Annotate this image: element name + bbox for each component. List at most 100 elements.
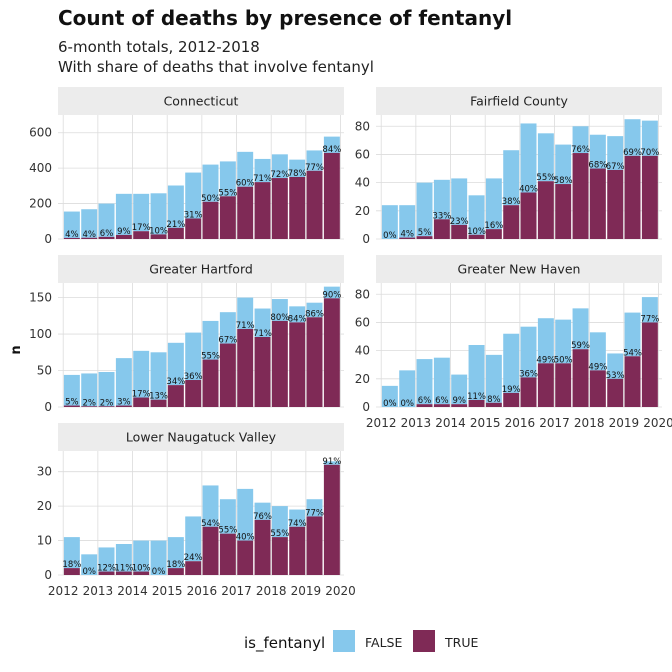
bar-false	[589, 332, 606, 371]
share-label: 49%	[588, 362, 607, 372]
bar-true	[167, 568, 184, 575]
chart-subtitle-line-1: 6-month totals, 2012-2018	[58, 38, 260, 56]
bar-true	[133, 397, 150, 407]
bar-true	[98, 406, 115, 407]
bar-false	[399, 370, 416, 407]
bar-true	[572, 153, 589, 239]
panel-fairfield-county: Fairfield County 0 20 40 60 80 0% 4% 5%33%23%10%…	[355, 87, 662, 246]
y-tick-label: 200	[29, 197, 52, 211]
bar-false	[572, 308, 589, 350]
share-label: 9%	[117, 227, 131, 237]
bar-false	[641, 297, 658, 323]
bar-false	[254, 158, 271, 183]
bar-false	[433, 357, 450, 405]
x-tick-label: 2020	[643, 416, 672, 430]
share-label: 76%	[253, 512, 272, 522]
bar-false	[237, 297, 254, 329]
y-tick-label: 80	[355, 287, 370, 301]
share-label: 55%	[201, 352, 220, 362]
bar-true	[624, 155, 641, 239]
share-label: 31%	[184, 210, 203, 220]
share-label: 6%	[435, 396, 449, 406]
y-tick-label: 0	[362, 400, 370, 414]
share-label: 71%	[253, 174, 272, 184]
bar-false	[115, 193, 132, 235]
share-label: 10%	[467, 227, 486, 237]
bar-true	[115, 405, 132, 407]
bar-false	[624, 312, 641, 357]
bar-true	[185, 561, 202, 575]
y-tick-label: 0	[44, 400, 52, 414]
bar-false	[416, 182, 433, 237]
share-label: 21%	[166, 220, 185, 230]
share-label: 0%	[383, 399, 397, 409]
share-label: 33%	[432, 211, 451, 221]
x-tick-label: 2017	[221, 584, 252, 598]
bar-false	[63, 537, 80, 569]
bar-false	[323, 136, 340, 153]
share-label: 86%	[305, 309, 324, 319]
share-label: 67%	[606, 162, 625, 172]
share-label: 91%	[322, 457, 341, 467]
bar-false	[416, 359, 433, 405]
bar-false	[81, 209, 98, 238]
bar-true	[537, 181, 554, 239]
bar-false	[520, 326, 537, 378]
bar-true	[133, 571, 150, 575]
bar-true	[485, 229, 502, 239]
bar-false	[219, 499, 236, 534]
bar-true	[237, 540, 254, 575]
bar-false	[81, 554, 98, 575]
x-tick-label: 2015	[470, 416, 501, 430]
share-label: 17%	[132, 223, 151, 233]
bar-true	[202, 359, 219, 407]
bar-false	[150, 352, 167, 400]
bar-true	[641, 322, 658, 407]
bar-true	[468, 234, 485, 239]
bar-false	[115, 544, 132, 572]
bar-false	[219, 312, 236, 344]
bar-true	[306, 516, 323, 575]
share-label: 5%	[65, 398, 79, 408]
bar-false	[520, 123, 537, 193]
bar-true	[520, 192, 537, 239]
bar-true	[150, 399, 167, 407]
bar-false	[323, 286, 340, 299]
share-label: 68%	[588, 161, 607, 171]
panel-connecticut: Connecticut 0 200 400 600 4% 4% 6% 9% 17%10%21%31…	[29, 87, 344, 246]
share-label: 90%	[322, 290, 341, 300]
share-label: 36%	[519, 369, 538, 379]
legend: is_fentanyl FALSE TRUE	[244, 630, 478, 653]
bar-false	[451, 374, 468, 405]
y-tick-label: 60	[355, 147, 370, 161]
bar-true	[451, 224, 468, 239]
bar-true	[555, 363, 572, 407]
share-label: 78%	[288, 169, 307, 179]
bar-false	[98, 547, 115, 572]
x-tick-label: 2018	[574, 416, 605, 430]
bar-true	[451, 404, 468, 407]
bar-true	[115, 234, 132, 239]
bar-false	[271, 506, 288, 538]
y-tick-label: 60	[355, 315, 370, 329]
bar-false	[572, 126, 589, 154]
share-label: 12%	[97, 564, 116, 574]
bar-true	[202, 201, 219, 239]
x-tick-label: 2019	[291, 584, 322, 598]
legend-title: is_fentanyl	[244, 634, 325, 653]
facet-strip	[376, 87, 662, 115]
bar-true	[185, 218, 202, 239]
share-label: 3%	[117, 398, 131, 408]
share-label: 77%	[305, 163, 324, 173]
bar-true	[63, 237, 80, 239]
bar-true	[503, 392, 520, 407]
bar-false	[468, 195, 485, 235]
share-label: 36%	[184, 372, 203, 382]
share-label: 50%	[201, 194, 220, 204]
share-label: 77%	[640, 314, 659, 324]
bar-false	[399, 205, 416, 238]
share-label: 55%	[218, 526, 237, 536]
facet-label: Lower Naugatuck Valley	[126, 430, 277, 445]
